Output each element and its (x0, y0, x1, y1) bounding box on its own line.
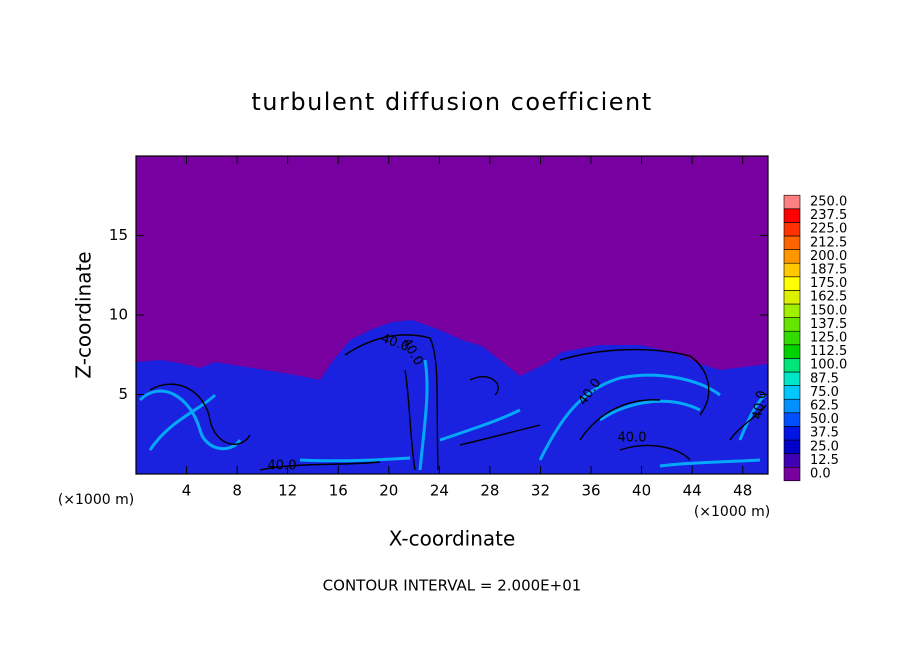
colorbar-label: 162.5 (810, 290, 847, 305)
colorbar-swatch (783, 290, 801, 305)
colorbar-label: 112.5 (810, 344, 847, 359)
colorbar-swatch (783, 276, 801, 291)
colorbar-label: 137.5 (810, 317, 847, 332)
x-tick-label: 12 (278, 482, 297, 500)
colorbar-label: 225.0 (810, 222, 847, 237)
x-tick-label: 16 (329, 482, 348, 500)
x-tick-label: 28 (480, 482, 499, 500)
contour-label: 40.0 (750, 389, 770, 420)
x-tick-label: 24 (430, 482, 449, 500)
y-tick-label: 10 (109, 306, 128, 324)
colorbar-label: 212.5 (810, 235, 847, 250)
y-unit: (×1000 m) (58, 492, 134, 508)
contour-label: 40.0 (268, 459, 297, 474)
colorbar-label: 37.5 (810, 426, 839, 441)
colorbar-swatch (783, 194, 801, 210)
colorbar-swatch (783, 466, 801, 482)
colorbar-swatch (783, 249, 801, 264)
x-tick-label: 4 (182, 482, 192, 500)
contour-lines (149, 334, 767, 471)
colorbar-swatch (783, 235, 801, 250)
x-tick-label: 48 (733, 482, 752, 500)
colorbar-label: 50.0 (810, 412, 839, 427)
y-tick-label: 15 (109, 226, 128, 244)
colorbar-swatch (783, 412, 801, 427)
colorbar-swatch (783, 330, 801, 346)
chart-title: turbulent diffusion coefficient (251, 88, 652, 116)
colorbar-label: 125.0 (810, 331, 847, 346)
x-tick-label: 32 (531, 482, 550, 500)
colorbar-swatch (783, 317, 801, 332)
colorbar-swatch (783, 453, 801, 468)
x-unit: (×1000 m) (694, 504, 770, 520)
y-axis-label: Z-coordinate (72, 251, 96, 378)
colorbar-swatch (783, 385, 801, 400)
colorbar-label: 250.0 (810, 195, 847, 210)
x-tick-label: 36 (581, 482, 600, 500)
colorbar-label: 237.5 (810, 208, 847, 223)
colorbar-label: 100.0 (810, 358, 847, 373)
field-streaks (138, 359, 767, 471)
colorbar-swatch (783, 426, 801, 441)
colorbar-swatch (783, 358, 801, 373)
x-tick-label: 44 (683, 482, 702, 500)
x-axis-label: X-coordinate (389, 527, 516, 551)
colorbar-label: 12.5 (810, 453, 839, 468)
contour-label: 40.0 (618, 431, 647, 446)
colorbar-swatch (783, 262, 801, 278)
colorbar-swatch (783, 344, 801, 359)
footnote: CONTOUR INTERVAL = 2.000E+01 (323, 577, 582, 595)
colorbar-label: 75.0 (810, 385, 839, 400)
x-tick-label: 8 (232, 482, 242, 500)
colorbar-swatch (783, 208, 801, 223)
field-region (136, 320, 768, 474)
colorbar-swatch (783, 303, 801, 318)
x-tick-label: 20 (379, 482, 398, 500)
colorbar-swatch (783, 439, 801, 454)
field (136, 156, 768, 474)
x-tick-label: 40 (632, 482, 651, 500)
colorbar-label: 150.0 (810, 303, 847, 318)
y-tick-label: 5 (118, 385, 128, 403)
colorbar-label: 200.0 (810, 249, 847, 264)
colorbar-label: 0.0 (810, 467, 831, 482)
colorbar-swatch (783, 371, 801, 386)
colorbar-label: 87.5 (810, 371, 839, 386)
colorbar-swatch (783, 222, 801, 237)
colorbar-label: 25.0 (810, 439, 839, 454)
colorbar-label: 187.5 (810, 263, 847, 278)
colorbar-swatch (783, 398, 801, 414)
colorbar-label: 62.5 (810, 399, 839, 414)
colorbar-label: 175.0 (810, 276, 847, 291)
